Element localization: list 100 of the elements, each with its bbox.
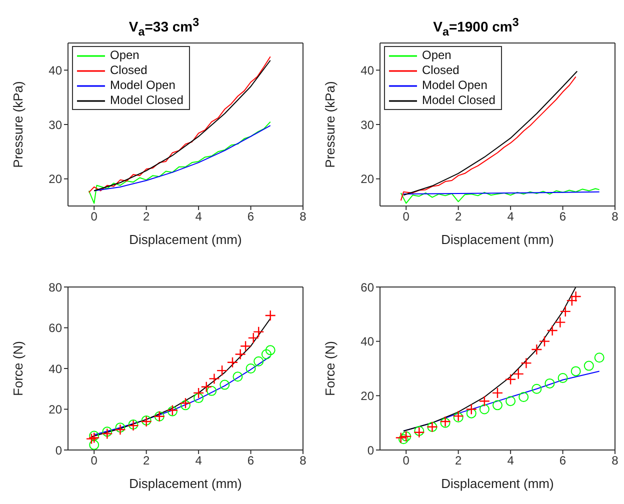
point [254,356,264,366]
point [220,380,230,390]
y-tick-label: 40 [360,63,374,78]
legend-label: Closed [110,63,148,78]
point [504,374,516,385]
point [180,400,190,410]
point [570,290,582,302]
point [594,352,604,363]
x-tick-label: 8 [300,454,307,468]
y-tick-label: 40 [48,63,62,78]
point [538,336,550,347]
point [192,387,204,399]
point [566,294,578,306]
x-axis-title: Displacement (mm) [441,476,554,491]
x-tick-label: 6 [247,454,254,468]
legend-label: Open [422,48,452,63]
point [89,440,100,450]
point [532,384,542,394]
y-tick-label: 40 [48,362,62,376]
x-tick-label: 0 [90,210,98,224]
point [570,366,581,376]
y-tick-label: 80 [48,280,62,294]
y-tick-label: 20 [360,172,374,186]
point [560,306,571,318]
point [102,428,113,440]
y-tick-label: 30 [48,118,62,132]
point [194,393,204,404]
y-tick-label: 20 [48,402,62,417]
x-tick-label: 0 [402,210,410,224]
y-tick-label: 60 [48,321,62,336]
point [531,344,542,356]
point [584,360,594,371]
legend-label: Closed [422,63,460,78]
y-tick-label: 0 [367,443,374,458]
x-tick-label: 4 [507,210,514,224]
line-series [88,121,271,204]
point [246,364,256,374]
x-tick-label: 2 [142,210,150,224]
x-tick-label: 8 [612,210,619,224]
x-tick-label: 8 [612,454,619,468]
point [206,386,217,396]
x-tick-label: 2 [454,210,462,224]
point [180,398,192,409]
point [86,433,98,444]
y-tick-label: 20 [360,388,374,403]
point [232,372,243,382]
point [208,373,220,384]
point [253,326,264,338]
point [512,368,524,380]
legend-label: Model Open [422,78,488,93]
point [115,422,126,433]
legend-label: Model Closed [422,93,496,108]
point [114,424,126,436]
y-tick-label: 40 [360,334,374,349]
point [466,404,477,415]
point [395,432,406,444]
y-axis-title: Pressure (kPa) [322,81,338,168]
y-axis-title: Pressure (kPa) [10,81,26,168]
point [554,316,566,328]
y-axis-title: Force (N) [10,341,26,396]
y-tick-label: 60 [360,280,374,294]
x-tick-label: 4 [507,454,514,468]
point [216,364,228,376]
point [544,378,555,388]
point [546,324,558,336]
line-series [94,125,271,192]
x-tick-label: 2 [454,454,462,468]
point [398,434,408,444]
point [492,400,502,410]
point [264,310,276,322]
x-axis-title: Displacement (mm) [441,232,554,247]
x-tick-label: 0 [90,454,98,468]
point [240,340,252,352]
point [89,430,100,441]
chart-title: V$_{a}$=33 cm$^{3}$ [128,15,200,38]
legend-label: Model Open [110,78,176,93]
x-axis-title: Displacement (mm) [129,476,242,491]
x-tick-label: 0 [402,454,410,468]
point [248,332,259,344]
point [261,349,272,360]
y-axis-title: Force (N) [322,341,338,396]
x-tick-label: 8 [300,210,307,224]
chart-title: V$_{a}$=1900 cm$^{3}$ [432,15,520,38]
x-tick-label: 2 [142,454,150,468]
x-axis-title: Displacement (mm) [129,232,242,247]
y-tick-label: 20 [48,172,62,186]
point [88,432,100,444]
legend-label: Open [110,48,140,63]
x-tick-label: 6 [559,210,566,224]
point [234,348,246,360]
x-tick-label: 6 [559,454,566,468]
point [520,357,532,369]
point [265,345,276,356]
point [518,392,529,402]
point [200,381,212,392]
point [102,426,112,437]
y-tick-label: 30 [360,118,374,132]
point [466,408,476,418]
point [478,396,490,407]
point [506,396,516,406]
